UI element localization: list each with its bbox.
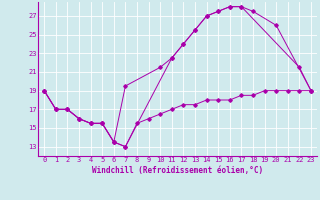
X-axis label: Windchill (Refroidissement éolien,°C): Windchill (Refroidissement éolien,°C) [92, 166, 263, 175]
